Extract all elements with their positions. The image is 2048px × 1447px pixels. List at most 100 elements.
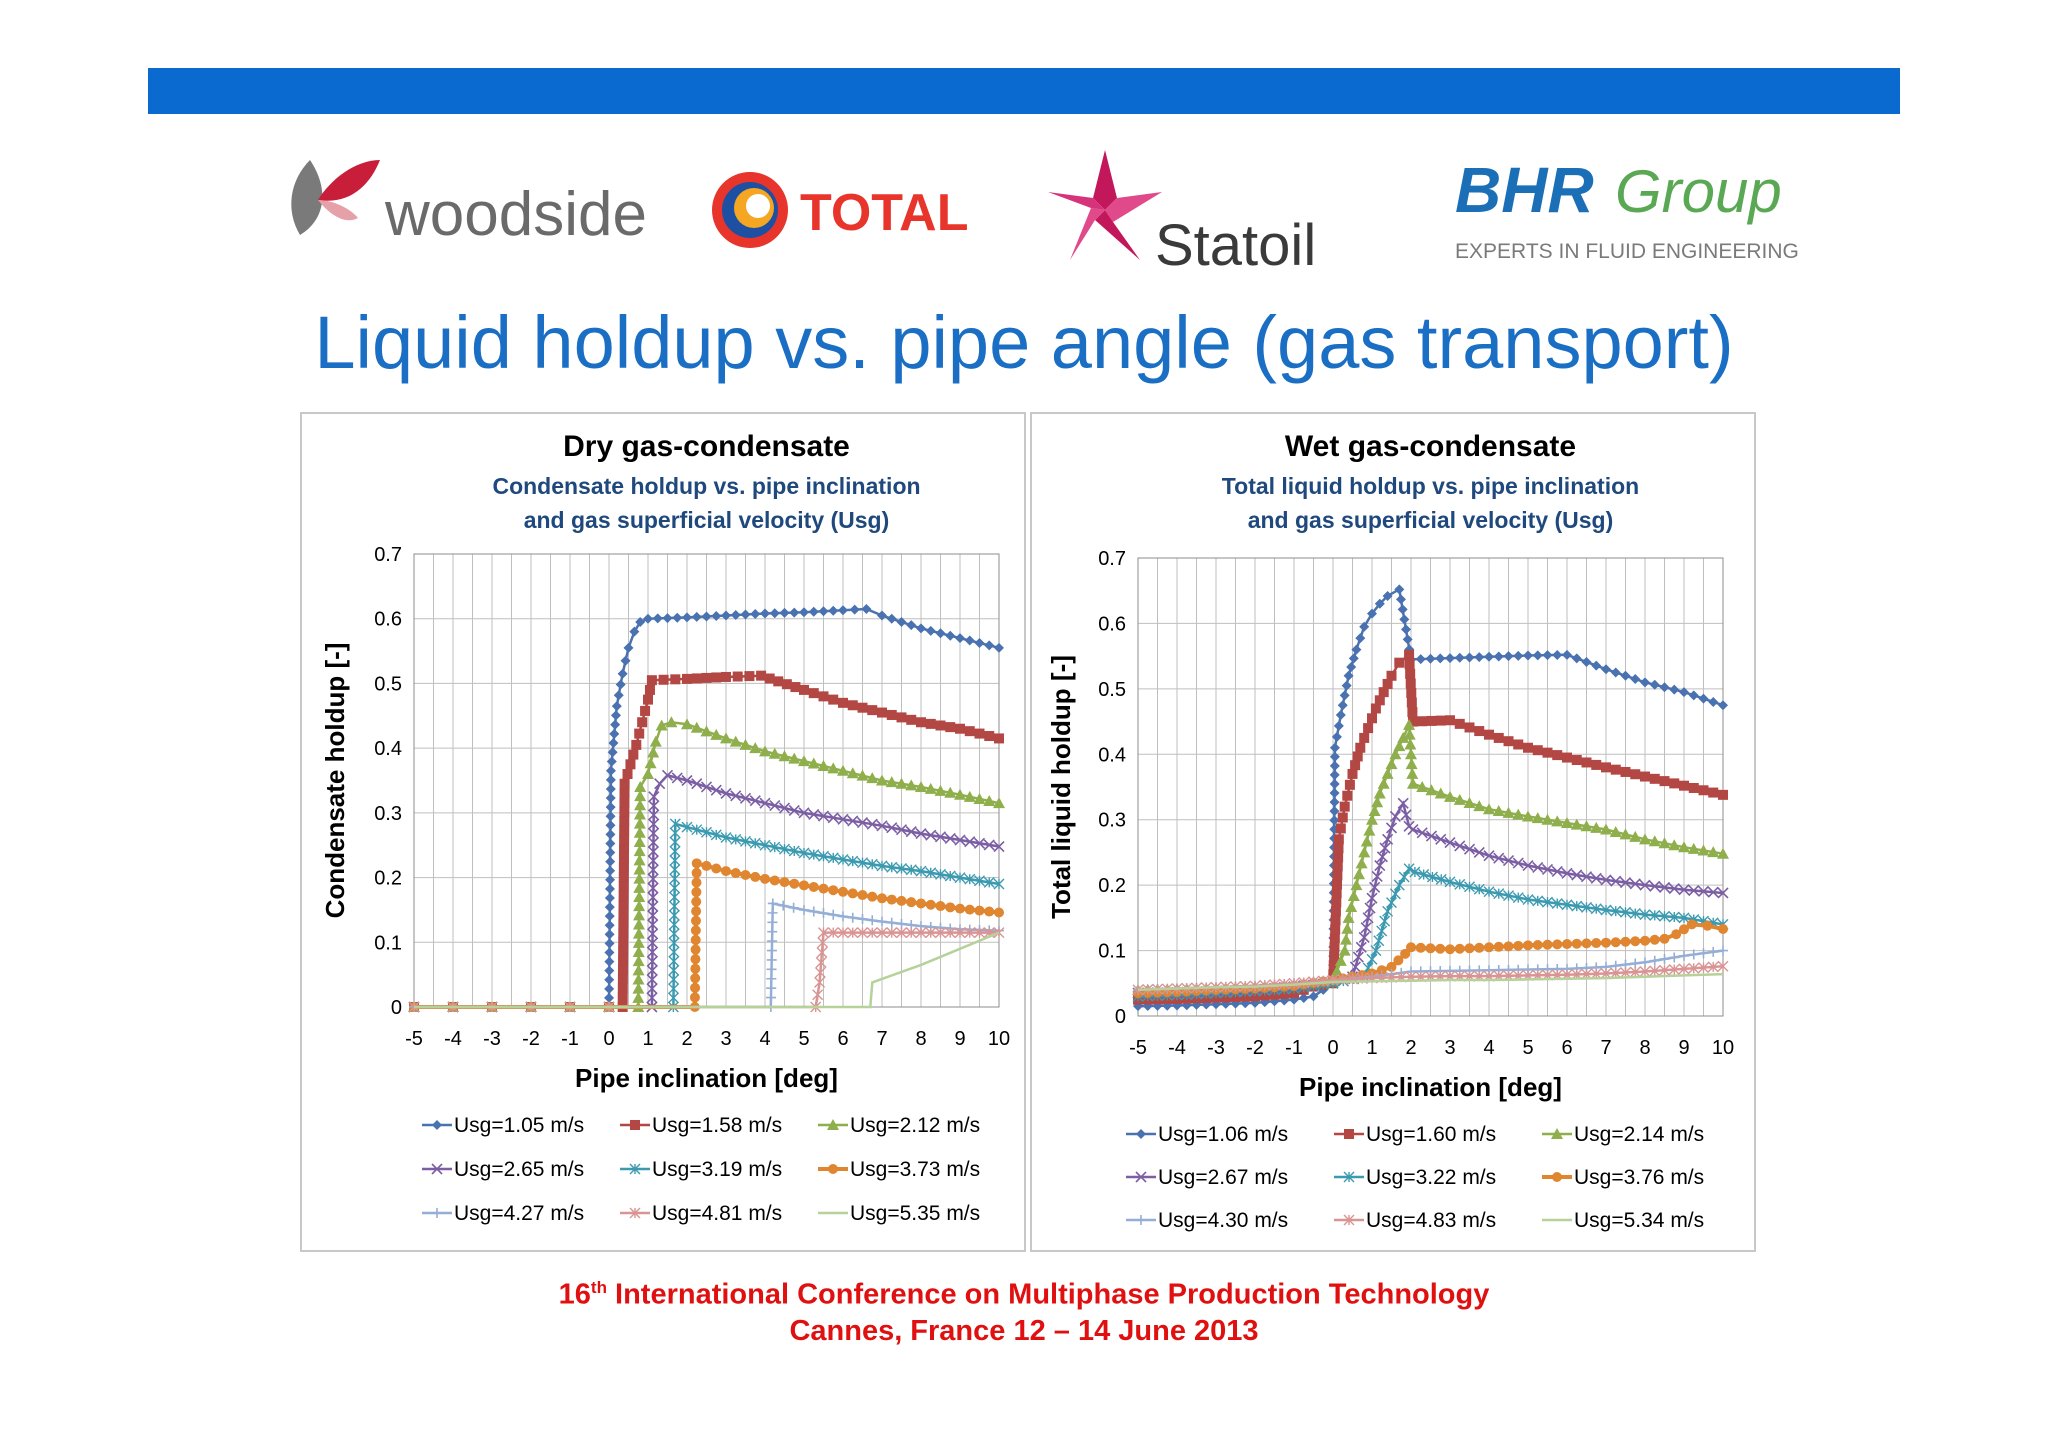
series-point xyxy=(1649,773,1660,784)
y-axis-label: Condensate holdup [-] xyxy=(320,643,350,919)
series-point xyxy=(837,813,849,825)
x-tick-label: 4 xyxy=(759,1028,770,1050)
series-point xyxy=(605,847,616,858)
series-point xyxy=(670,674,681,685)
series-point xyxy=(925,899,936,910)
series-point xyxy=(984,731,995,742)
series-point xyxy=(691,611,702,622)
series-point xyxy=(1552,649,1563,660)
series-point xyxy=(1639,833,1651,845)
series-point xyxy=(764,673,775,684)
series-point xyxy=(778,900,789,911)
series-point xyxy=(1688,690,1699,701)
series-point xyxy=(955,633,965,644)
series-point xyxy=(691,896,702,907)
series-point xyxy=(691,824,703,836)
series-point xyxy=(781,679,792,690)
series-point xyxy=(605,829,616,840)
series-point xyxy=(993,878,1005,890)
series-point xyxy=(1329,933,1340,944)
series-point xyxy=(647,864,659,876)
series-point xyxy=(769,875,780,886)
series-point xyxy=(1317,975,1329,987)
series-point xyxy=(838,886,848,897)
series-point xyxy=(1600,874,1612,886)
series-point xyxy=(749,795,761,807)
series-point xyxy=(1561,899,1573,911)
footer-conference-name: International Conference on Multiphase P… xyxy=(606,1278,1490,1311)
series-point xyxy=(935,868,946,880)
series-point xyxy=(1629,907,1641,919)
series-point xyxy=(668,900,680,912)
series-point xyxy=(647,919,659,931)
series-point xyxy=(1405,678,1416,689)
series-point xyxy=(617,668,628,679)
series-point xyxy=(769,608,780,619)
series-point xyxy=(1397,604,1408,615)
series-point xyxy=(1355,633,1366,644)
legend-item: Usg=3.73 m/s xyxy=(818,1158,980,1181)
series-point xyxy=(767,926,778,937)
series-point xyxy=(915,780,927,792)
series-point xyxy=(1425,653,1436,664)
legend-item: Usg=2.67 m/s xyxy=(1126,1166,1288,1189)
series-point xyxy=(876,820,888,832)
series-point xyxy=(613,690,624,701)
series-point xyxy=(671,772,683,784)
series-point xyxy=(647,873,659,885)
series-point xyxy=(618,881,629,892)
series-point xyxy=(661,769,674,781)
series-point xyxy=(896,927,907,939)
series-point xyxy=(1718,923,1728,934)
series-point xyxy=(681,821,693,833)
series-point xyxy=(974,875,985,887)
series-point xyxy=(1464,881,1475,893)
legend-label: Usg=1.60 m/s xyxy=(1366,1123,1496,1146)
series-point xyxy=(691,867,702,878)
series-point xyxy=(633,854,646,866)
series-point xyxy=(604,956,615,967)
series-point xyxy=(605,793,616,804)
series-point xyxy=(1385,822,1398,834)
series-point xyxy=(668,974,680,986)
series-point xyxy=(877,916,887,927)
series-point xyxy=(1551,815,1564,827)
series-point xyxy=(1718,700,1728,711)
series-point xyxy=(610,719,621,730)
y-tick-label: 0.7 xyxy=(1098,548,1126,570)
y-tick-label: 0.7 xyxy=(374,544,402,566)
series-point xyxy=(1425,830,1438,842)
series-point xyxy=(1373,787,1386,799)
series-point xyxy=(808,906,819,917)
series-point xyxy=(973,837,986,849)
series-point xyxy=(647,827,660,839)
x-tick-label: 7 xyxy=(1600,1037,1611,1059)
series-point xyxy=(814,976,826,988)
series-point xyxy=(618,955,629,966)
y-tick-label: 0.4 xyxy=(1098,744,1126,766)
series-point xyxy=(721,671,731,682)
y-tick-label: 0.3 xyxy=(374,803,402,825)
series-point xyxy=(1334,954,1347,966)
series-point xyxy=(1339,801,1350,812)
series-point xyxy=(808,881,819,892)
series-point xyxy=(866,858,878,870)
series-point xyxy=(964,836,976,848)
legend-label: Usg=3.76 m/s xyxy=(1574,1166,1704,1189)
series-point xyxy=(1329,815,1340,826)
series-point xyxy=(710,728,723,740)
series-point xyxy=(799,607,809,618)
x-tick-label: -3 xyxy=(483,1028,501,1050)
series-point xyxy=(1678,841,1690,853)
footer-number: 16 xyxy=(558,1278,591,1311)
series-point xyxy=(1389,810,1401,823)
series-point xyxy=(955,723,965,734)
legend-item: Usg=3.76 m/s xyxy=(1542,1166,1704,1189)
series-point xyxy=(974,905,985,916)
series-point xyxy=(808,606,819,617)
x-tick-label: 2 xyxy=(681,1028,692,1050)
series-point xyxy=(916,898,926,909)
series-point xyxy=(1350,879,1363,891)
series-point xyxy=(1707,846,1720,858)
series-point xyxy=(1630,769,1641,780)
